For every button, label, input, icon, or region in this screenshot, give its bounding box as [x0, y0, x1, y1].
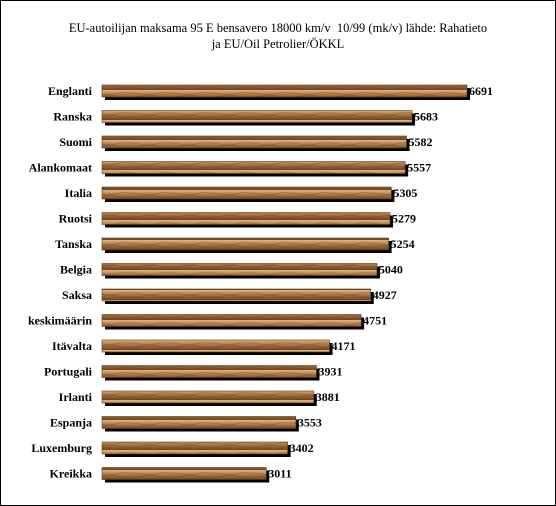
- bar: [101, 161, 406, 174]
- category-label: Portugali: [44, 365, 93, 379]
- category-label: Ruotsi: [59, 212, 93, 226]
- value-label: 5305: [393, 186, 417, 200]
- chart-title-line-1: EU-autoilijan maksama 95 E bensavero 180…: [68, 21, 488, 35]
- value-label: 6691: [469, 84, 493, 98]
- value-label: 4171: [332, 339, 356, 353]
- bar: [101, 339, 330, 353]
- category-label: Luxemburg: [31, 441, 92, 455]
- value-label: 5040: [379, 263, 403, 277]
- value-label: 5683: [414, 110, 438, 124]
- category-label: Irlanti: [59, 390, 93, 404]
- category-label: Italia: [65, 186, 92, 200]
- bar: [101, 237, 389, 251]
- bars-layer: Englanti 6691 Ranska 5683 Suomi 5582 Alankomaa…: [28, 84, 493, 483]
- value-label: 3553: [298, 416, 322, 430]
- value-label: 5254: [391, 237, 415, 251]
- value-label: 3402: [290, 441, 314, 455]
- bar: [101, 135, 407, 149]
- category-label: Kreikka: [50, 467, 92, 481]
- category-label: Espanja: [50, 416, 92, 430]
- category-label: Alankomaat: [29, 161, 92, 175]
- value-label: 3011: [268, 467, 291, 481]
- value-label: 4751: [363, 314, 387, 328]
- bar: [101, 390, 315, 404]
- category-label: keskimäärin: [28, 314, 92, 328]
- bar: [101, 365, 317, 378]
- category-label: Belgia: [60, 263, 92, 277]
- category-label: Tanska: [55, 237, 92, 251]
- chart-title: EU-autoilijan maksama 95 E bensavero 180…: [0, 20, 556, 52]
- category-label: Englanti: [48, 84, 93, 98]
- bar: [101, 186, 392, 200]
- bar: [101, 314, 362, 327]
- category-label: Itävalta: [52, 339, 92, 353]
- bar: [101, 441, 288, 455]
- bar: [101, 416, 297, 429]
- bar: [101, 467, 267, 480]
- value-label: 5279: [392, 212, 416, 226]
- bar: [101, 110, 413, 123]
- bar: [101, 84, 468, 98]
- category-label: Saksa: [62, 288, 92, 302]
- bar: [101, 263, 378, 276]
- value-label: 3881: [316, 390, 340, 404]
- value-label: 3931: [318, 365, 342, 379]
- bar: [101, 288, 372, 302]
- category-label: Ranska: [53, 110, 92, 124]
- chart-title-line-2: ja EU/Oil Petrolier/ÖKKL: [211, 37, 345, 51]
- value-label: 5582: [409, 135, 433, 149]
- value-label: 5557: [407, 161, 431, 175]
- category-label: Suomi: [59, 135, 92, 149]
- value-label: 4927: [373, 288, 397, 302]
- bar: [101, 212, 391, 225]
